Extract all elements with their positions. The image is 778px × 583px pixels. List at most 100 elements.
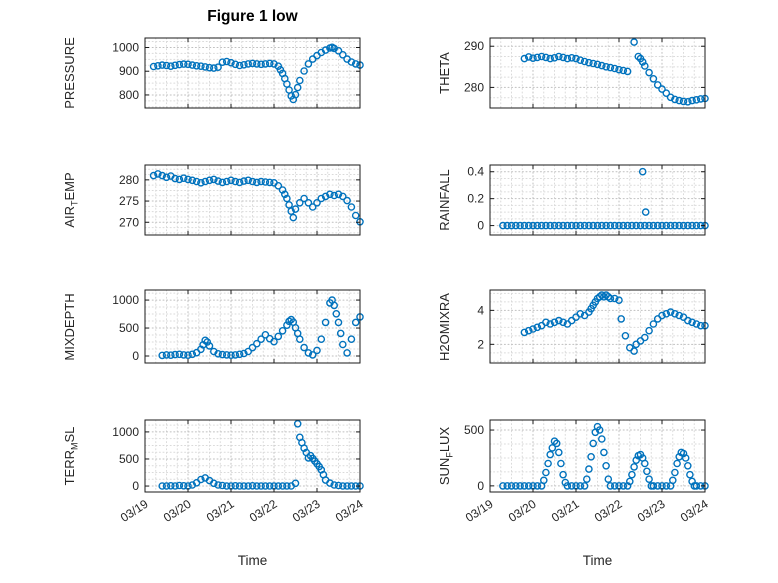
data-point <box>593 60 602 69</box>
data-point <box>149 171 158 180</box>
data-point <box>295 335 304 344</box>
data-point <box>662 482 671 490</box>
data-point <box>563 54 572 63</box>
data-point <box>188 350 197 359</box>
tick-marks <box>144 38 361 108</box>
grid-lines <box>144 164 361 236</box>
data-point <box>619 66 628 75</box>
data-point <box>326 190 334 199</box>
data-point <box>317 335 326 344</box>
data-point <box>162 61 171 70</box>
data-point <box>248 177 257 186</box>
subplot-mixdepth: 0 500 1000 <box>112 289 364 364</box>
data-point <box>645 326 653 335</box>
data-point <box>507 221 516 230</box>
data-point <box>606 221 615 230</box>
data-point <box>351 211 360 220</box>
data-point <box>300 343 308 352</box>
data-point <box>308 351 317 359</box>
data-point <box>244 176 252 185</box>
y-tick-label: 0 <box>132 479 139 493</box>
data-point <box>520 221 529 230</box>
data-point <box>167 482 175 490</box>
data-point <box>321 318 330 327</box>
data-point <box>184 175 192 184</box>
x-tick-label: 03/24 <box>678 497 711 525</box>
data-point <box>666 308 675 316</box>
data-point <box>688 96 696 105</box>
axes-box <box>489 419 706 493</box>
data-point <box>512 482 520 490</box>
data-point <box>188 176 197 185</box>
data-point <box>278 482 287 490</box>
data-point <box>171 350 179 359</box>
data-point <box>235 61 244 70</box>
data-point <box>587 453 595 461</box>
axes-box <box>144 164 361 236</box>
data-point <box>675 96 683 105</box>
data-point <box>300 67 308 75</box>
data-point <box>533 53 542 62</box>
data-point <box>533 221 542 230</box>
data-point <box>231 482 240 490</box>
data-point <box>516 221 524 230</box>
data-point <box>175 60 184 69</box>
data-point <box>343 349 351 357</box>
data-point <box>330 481 338 489</box>
data-point <box>520 54 529 63</box>
data-point <box>649 482 658 490</box>
data-point <box>563 221 572 230</box>
data-point <box>197 178 205 187</box>
data-point <box>330 301 338 310</box>
data-point <box>347 203 356 211</box>
data-point <box>171 482 179 490</box>
data-point <box>248 343 257 352</box>
data-point <box>675 221 683 230</box>
data-point <box>610 294 619 303</box>
y-tick-label: 1000 <box>112 293 139 307</box>
data-point <box>218 178 227 187</box>
data-point <box>293 420 302 428</box>
data-point <box>227 58 235 67</box>
data-point <box>326 479 334 487</box>
data-point <box>640 62 649 70</box>
data-point <box>244 60 252 68</box>
data-point <box>201 177 209 186</box>
xlabel-left: Time <box>237 553 268 568</box>
data-point <box>205 176 214 185</box>
data-point <box>503 482 511 490</box>
data-point <box>621 332 630 340</box>
data-point <box>197 475 205 484</box>
data-point <box>552 439 561 448</box>
data-point <box>240 61 248 69</box>
axes-box <box>489 289 706 364</box>
data-point <box>615 221 623 230</box>
data-point <box>257 60 265 69</box>
data-point <box>589 221 597 230</box>
data-point <box>524 326 533 335</box>
data-point <box>606 63 615 72</box>
data-point <box>274 181 283 190</box>
data-point <box>154 170 162 178</box>
data-point <box>334 318 343 327</box>
data-point <box>662 221 671 230</box>
data-point <box>649 221 658 230</box>
data-point <box>666 221 675 230</box>
data-point <box>557 459 565 468</box>
data-point <box>313 199 321 207</box>
data-point <box>640 333 649 342</box>
data-point <box>567 53 576 62</box>
data-point <box>597 435 606 443</box>
data-point <box>666 93 675 102</box>
y-tick-label: 800 <box>119 88 139 102</box>
data-point <box>630 463 638 471</box>
data-point <box>291 205 300 213</box>
data-point <box>529 221 537 230</box>
data-point <box>662 310 671 318</box>
grid-lines <box>144 289 361 364</box>
data-point <box>252 339 261 348</box>
data-point <box>567 221 576 230</box>
data-point <box>550 318 559 327</box>
data-point <box>524 221 533 230</box>
data-point <box>662 89 671 97</box>
